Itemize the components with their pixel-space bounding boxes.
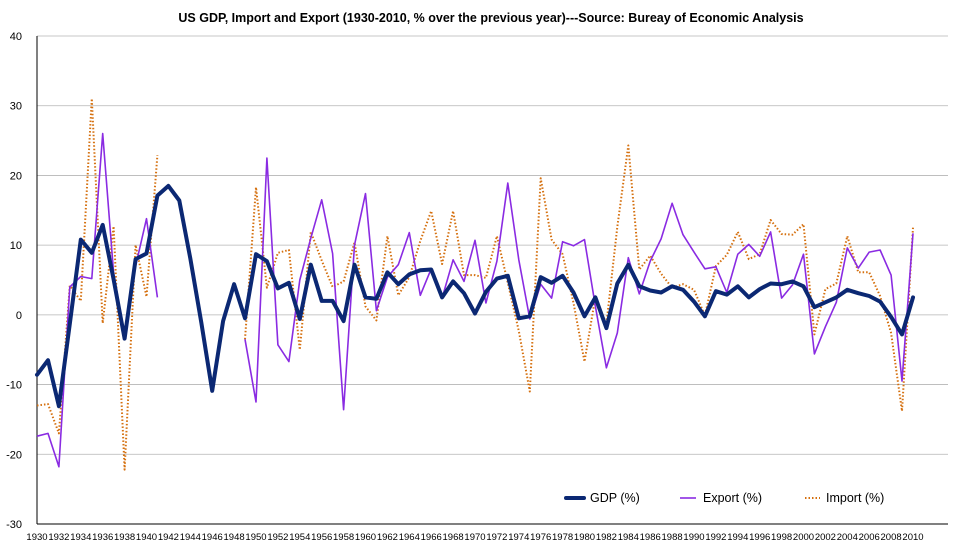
y-tick-label: -20 [6, 449, 22, 461]
x-tick-label: 1950 [245, 532, 266, 543]
x-tick-label: 1992 [705, 532, 726, 543]
x-tick-label: 1994 [727, 532, 748, 543]
x-tick-label: 1952 [267, 532, 288, 543]
y-tick-label: -30 [6, 519, 22, 531]
x-tick-label: 2004 [837, 532, 858, 543]
chart-title: US GDP, Import and Export (1930-2010, % … [178, 11, 803, 25]
x-tick-label: 1932 [48, 532, 69, 543]
x-tick-label: 1942 [158, 532, 179, 543]
x-tick-label: 1996 [749, 532, 770, 543]
x-tick-label: 1960 [355, 532, 376, 543]
x-tick-label: 2000 [793, 532, 814, 543]
x-tick-label: 1966 [421, 532, 442, 543]
x-tick-label: 1962 [377, 532, 398, 543]
y-tick-label: 0 [16, 310, 22, 322]
x-tick-label: 1980 [574, 532, 595, 543]
series-lines [35, 97, 915, 471]
x-tick-label: 1976 [530, 532, 551, 543]
y-tick-label: 40 [10, 31, 22, 43]
x-tick-label: 1990 [683, 532, 704, 543]
legend-label-import: Import (%) [826, 491, 884, 505]
x-tick-label: 1954 [289, 532, 310, 543]
legend-label-export: Export (%) [703, 491, 762, 505]
x-tick-label: 2008 [881, 532, 902, 543]
series-line-import [244, 144, 914, 413]
x-tick-label: 1948 [224, 532, 245, 543]
x-tick-label: 1938 [114, 532, 135, 543]
series-line-gdp [35, 183, 915, 409]
x-tick-label: 1930 [26, 532, 47, 543]
series-line-import [36, 97, 159, 471]
x-tick-label: 1964 [399, 532, 420, 543]
x-tick-label: 2002 [815, 532, 836, 543]
x-tick-label: 1940 [136, 532, 157, 543]
series-line-export [36, 132, 159, 468]
x-tick-label: 1988 [662, 532, 683, 543]
y-tick-label: 30 [10, 101, 22, 113]
x-tick-label: 1986 [640, 532, 661, 543]
x-tick-label: 1958 [333, 532, 354, 543]
y-tick-label: -10 [6, 380, 22, 392]
legend: GDP (%) Export (%) Import (%) [564, 491, 884, 505]
x-tick-label: 2010 [902, 532, 923, 543]
y-axis-ticks: -30 -20 -10 0 10 20 30 40 [6, 31, 22, 531]
legend-label-gdp: GDP (%) [590, 491, 640, 505]
x-tick-label: 1944 [180, 532, 201, 543]
y-tick-label: 20 [10, 170, 22, 182]
x-tick-label: 1972 [486, 532, 507, 543]
x-tick-label: 1968 [443, 532, 464, 543]
x-tick-label: 1998 [771, 532, 792, 543]
x-tick-label: 1974 [508, 532, 529, 543]
x-tick-label: 1970 [464, 532, 485, 543]
x-tick-label: 1978 [552, 532, 573, 543]
x-tick-label: 1936 [92, 532, 113, 543]
x-tick-label: 1956 [311, 532, 332, 543]
x-tick-label: 2006 [859, 532, 880, 543]
series-line-export [244, 157, 914, 411]
x-tick-label: 1982 [596, 532, 617, 543]
x-axis-ticks: 1930 1932 1934 1936 1938 1940 1942 1944 1946 1948… [26, 532, 923, 543]
x-tick-label: 1934 [70, 532, 91, 543]
x-tick-label: 1946 [202, 532, 223, 543]
x-tick-label: 1984 [618, 532, 639, 543]
y-tick-label: 10 [10, 240, 22, 252]
